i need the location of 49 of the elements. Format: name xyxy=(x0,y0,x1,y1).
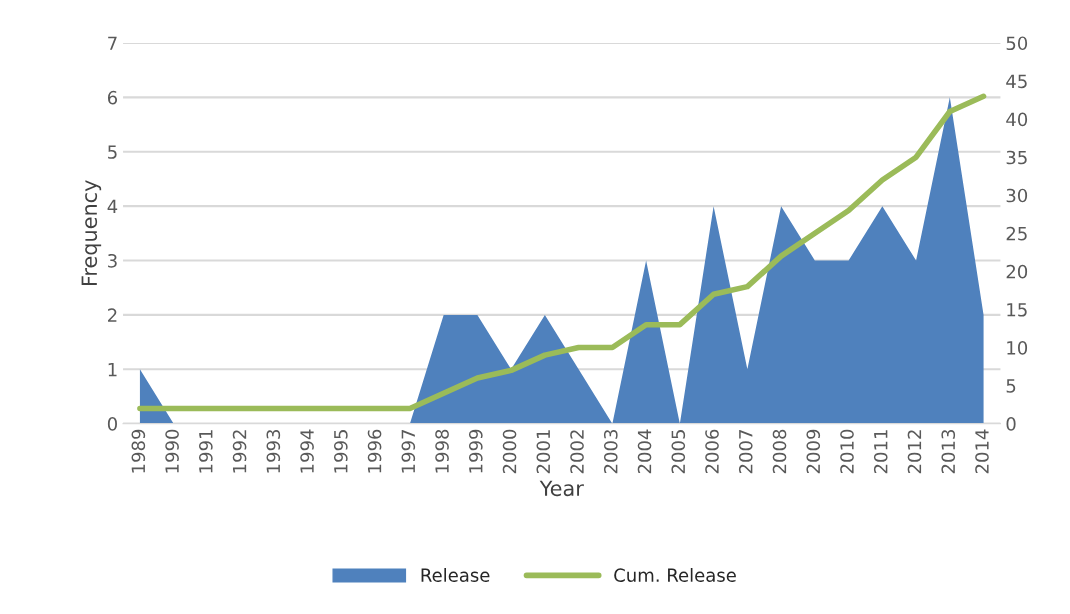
x-tick-label: 1997 xyxy=(401,430,416,473)
y2-tick-label: 25 xyxy=(1006,226,1027,241)
y-tick-label: 1 xyxy=(108,362,117,377)
x-tick-label: 2010 xyxy=(840,429,854,474)
legend-label: Release xyxy=(421,568,490,582)
y2-tick-label: 15 xyxy=(1007,303,1027,317)
x-tick-label: 1994 xyxy=(300,429,314,473)
x-tick-label: 1992 xyxy=(232,430,247,473)
x-tick-label: 2006 xyxy=(705,429,719,474)
x-tick-label: 2009 xyxy=(806,429,821,474)
y-axis-title: Frequency xyxy=(81,180,102,286)
x-tick-label: 2013 xyxy=(941,429,956,474)
x-tick-label: 1989 xyxy=(131,429,146,473)
y2-tick-label: 50 xyxy=(1006,36,1028,51)
x-tick-label: 2004 xyxy=(637,429,652,474)
x-tick-label: 2007 xyxy=(738,430,753,474)
x-tick-label: 2001 xyxy=(536,430,551,474)
y2-tick-label: 40 xyxy=(1006,112,1028,127)
x-tick-label: 1991 xyxy=(199,430,213,473)
x-tick-label: 2000 xyxy=(502,429,517,474)
y-tick-label: 5 xyxy=(108,145,117,159)
x-tick-label: 1996 xyxy=(367,429,382,473)
x-tick-label: 2003 xyxy=(603,429,618,474)
x-tick-label: 2008 xyxy=(772,429,787,474)
y-tick-label: 4 xyxy=(107,199,118,213)
y2-tick-label: 30 xyxy=(1006,188,1028,203)
x-tick-label: 2012 xyxy=(907,430,922,474)
x-tick-label: 1998 xyxy=(435,429,449,473)
x-tick-label: 2005 xyxy=(671,430,686,474)
y-tick-label: 7 xyxy=(108,36,117,50)
x-tick-label: 1999 xyxy=(468,429,483,473)
y2-tick-label: 45 xyxy=(1006,74,1027,89)
y-tick-label: 6 xyxy=(107,90,118,105)
y-tick-label: 0 xyxy=(107,417,117,431)
y2-tick-label: 5 xyxy=(1006,379,1016,393)
y2-tick-label: 35 xyxy=(1006,150,1027,165)
y2-tick-label: 0 xyxy=(1006,417,1016,431)
x-tick-label: 2011 xyxy=(873,430,888,474)
y2-tick-label: 10 xyxy=(1007,340,1028,355)
x-tick-label: 1995 xyxy=(333,430,348,473)
y2-tick-label: 20 xyxy=(1006,264,1028,279)
y-tick-label: 3 xyxy=(108,253,117,268)
x-tick-label: 1990 xyxy=(165,429,179,473)
legend-label: Cum. Release xyxy=(614,568,736,582)
y-tick-label: 2 xyxy=(108,308,117,322)
x-tick-label: 1993 xyxy=(266,429,281,473)
x-tick-label: 2014 xyxy=(975,429,989,474)
x-axis-title: Year xyxy=(539,480,584,497)
x-tick-label: 2002 xyxy=(570,430,584,474)
